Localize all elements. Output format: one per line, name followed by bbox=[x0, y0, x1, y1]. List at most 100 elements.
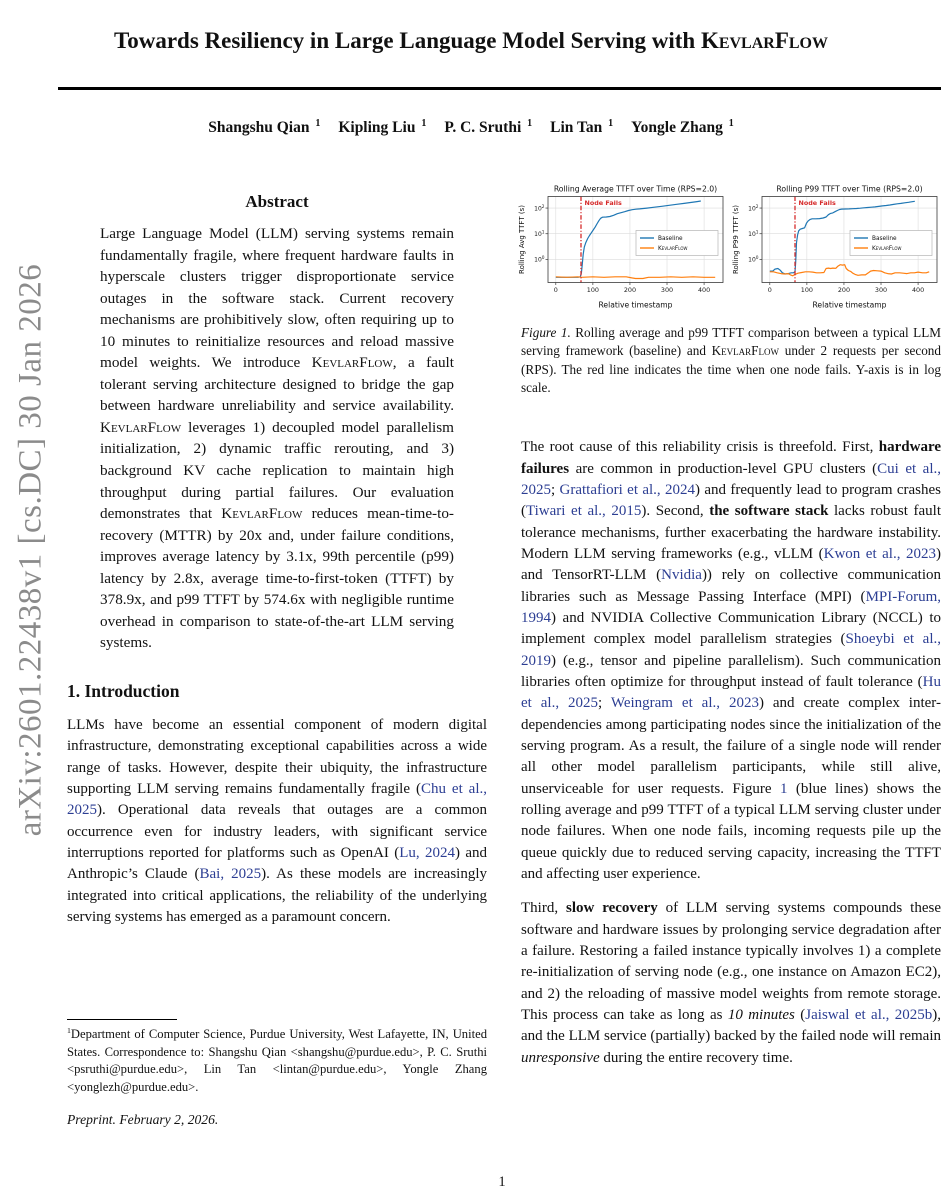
text-run: ). As these models are increasingly inte… bbox=[67, 866, 487, 926]
citation-link[interactable]: Tiwari et al., 2015 bbox=[526, 503, 642, 520]
text-sc: KevlarFlow bbox=[100, 418, 182, 436]
title-rule bbox=[58, 87, 941, 90]
text-b: the software stack bbox=[709, 503, 829, 520]
legend-label: Baseline bbox=[872, 236, 897, 242]
text-run: ). Second, bbox=[641, 503, 710, 520]
text-run: Department of Computer Science, Purdue U… bbox=[67, 1027, 487, 1094]
chart-title: Rolling Average TTFT over Time (RPS=2.0) bbox=[554, 185, 717, 194]
text-run: ( bbox=[794, 1007, 806, 1024]
rolling-avg-ttft-chart: 0 100 200 300 400 100 101 102 Rolling Average TT… bbox=[518, 185, 724, 310]
text-run: ; bbox=[598, 695, 611, 712]
citation-link[interactable]: Nvidia bbox=[661, 567, 702, 584]
y-tick-label: 100 bbox=[748, 255, 759, 264]
y-tick-label: 100 bbox=[534, 255, 545, 264]
text-run: ; bbox=[551, 481, 560, 498]
citation-link[interactable]: Lu, 2024 bbox=[399, 845, 455, 861]
y-tick-label: 102 bbox=[534, 204, 545, 213]
text-run: )) rely on collective communication libr… bbox=[521, 567, 941, 605]
citation-link[interactable]: Weingram et al., 2023 bbox=[610, 695, 759, 712]
text-run: ), and the LLM service (partially) backe… bbox=[521, 1007, 942, 1045]
series-kevlarflow bbox=[555, 276, 716, 280]
text-run: leverages 1) decoupled model parallelism… bbox=[100, 418, 454, 523]
text-b: hardware failures bbox=[521, 439, 941, 477]
text-i: unresponsive bbox=[521, 1049, 600, 1066]
text-run: lacks robust fault tolerance mechanisms,… bbox=[521, 503, 941, 562]
text-i: Figure 1. bbox=[521, 325, 571, 340]
citation-link[interactable]: Kwon et al., 2023 bbox=[823, 545, 936, 562]
citation-link[interactable]: MPI-Forum, 1994 bbox=[521, 588, 941, 626]
x-tick-label: 0 bbox=[768, 286, 772, 294]
text-run: ) and TensorRT-LLM ( bbox=[521, 545, 941, 584]
page-number: 1 bbox=[498, 1174, 506, 1190]
author-affiliation-sup: 1 bbox=[421, 117, 427, 129]
author-name: Yongle Zhang 1 bbox=[631, 117, 734, 136]
axes-frame bbox=[761, 196, 938, 283]
y-tick-label: 102 bbox=[748, 204, 759, 213]
text-run: of LLM serving systems compounds these s… bbox=[521, 900, 941, 1024]
y-tick-label: 101 bbox=[748, 229, 759, 238]
text-run: Large Language Model (LLM) serving syste… bbox=[100, 225, 454, 372]
text-run: ). Operational data reveals that outages… bbox=[67, 802, 487, 861]
x-tick-label: 0 bbox=[554, 286, 558, 294]
citation-link[interactable]: Chu et al., 2025 bbox=[67, 780, 488, 819]
figure-1-caption: Figure 1. Rolling average and p99 TTFT c… bbox=[521, 324, 941, 397]
x-tick-label: 200 bbox=[838, 286, 850, 294]
y-axis-label: Rolling Avg TTFT (s) bbox=[518, 205, 526, 274]
author-affiliation-sup: 1 bbox=[315, 117, 321, 129]
legend-label: KevlarFlow bbox=[872, 246, 901, 252]
abstract-heading: Abstract bbox=[245, 192, 309, 211]
node-fails-annotation: Node Fails bbox=[798, 199, 836, 207]
figure-1: 0 100 200 300 400 100 101 102 Rolling Average TT… bbox=[518, 183, 941, 397]
author-name: Kipling Liu 1 bbox=[338, 117, 427, 136]
citation-link[interactable]: Hu et al., 2025 bbox=[521, 673, 941, 712]
text-run: ) and frequently lead to program crashes… bbox=[521, 481, 941, 520]
text-run: The root cause of this reliability crisi… bbox=[521, 439, 879, 456]
legend-box bbox=[635, 230, 719, 256]
y-axis-label: Rolling P99 TTFT (s) bbox=[732, 205, 740, 274]
chart-title: Rolling P99 TTFT over Time (RPS=2.0) bbox=[776, 185, 922, 194]
x-tick-label: 100 bbox=[587, 286, 599, 294]
x-tick-label: 400 bbox=[912, 286, 924, 294]
author-name: Shangshu Qian 1 bbox=[208, 117, 321, 136]
footnote-text: 1Department of Computer Science, Purdue … bbox=[67, 1026, 487, 1096]
author-affiliation-sup: 1 bbox=[527, 117, 533, 129]
text-run: Rolling average and p99 TTFT comparison … bbox=[521, 325, 941, 359]
text-run: , a fault tolerant serving architecture … bbox=[100, 354, 454, 415]
introduction-paragraph: LLMs have become an essential component … bbox=[67, 715, 487, 928]
x-tick-label: 300 bbox=[661, 286, 673, 294]
citation-link[interactable]: Cui et al., 2025 bbox=[521, 460, 941, 498]
x-tick-label: 200 bbox=[624, 286, 636, 294]
author-name: Lin Tan 1 bbox=[550, 117, 614, 136]
citation-link[interactable]: Bai, 2025 bbox=[199, 866, 262, 883]
text-run: during the entire recovery time. bbox=[599, 1049, 793, 1066]
arxiv-watermark: arXiv:2601.22438v1 [cs.DC] 30 Jan 2026 bbox=[12, 263, 49, 837]
x-axis-label: Relative timestamp bbox=[813, 301, 887, 310]
text-run: LLMs have become an essential component … bbox=[67, 716, 487, 797]
series-baseline bbox=[555, 200, 701, 278]
citation-link[interactable]: Jaiswal et al., 2025b bbox=[805, 1007, 933, 1024]
y-tick-label: 101 bbox=[534, 229, 545, 238]
text-sup: 1 bbox=[67, 1025, 71, 1035]
body-paragraph-1: The root cause of this reliability crisi… bbox=[521, 437, 941, 885]
x-tick-label: 100 bbox=[801, 286, 813, 294]
text-sc: KevlarFlow bbox=[711, 343, 780, 359]
right-column: 0 100 200 300 400 100 101 102 Rolling Average TT… bbox=[518, 183, 942, 1069]
author-affiliation-sup: 1 bbox=[608, 117, 614, 129]
citation-link[interactable]: 1 bbox=[779, 780, 788, 797]
series-baseline bbox=[769, 200, 915, 275]
rolling-p99-ttft-chart: 0 100 200 300 400 100 101 102 Rolling P99 TTFT o… bbox=[732, 185, 938, 310]
text-run: are common in production-level GPU clust… bbox=[569, 460, 878, 477]
citation-link[interactable]: Grattafiori et al., 2024 bbox=[559, 481, 696, 498]
text-run: Towards Resiliency in Large Language Mod… bbox=[113, 28, 701, 53]
text-run: Third, bbox=[521, 900, 566, 917]
citation-link[interactable]: Shoeybi et al., 2019 bbox=[521, 631, 941, 669]
x-tick-label: 400 bbox=[698, 286, 710, 294]
text-run: ) and create complex inter-dependencies … bbox=[521, 695, 941, 797]
text-run: reduces mean-time-to-recovery (MTTR) by … bbox=[100, 505, 454, 652]
series-kevlarflow bbox=[769, 264, 930, 277]
text-sc: KevlarFlow bbox=[700, 28, 829, 53]
text-b: slow recovery bbox=[565, 900, 658, 917]
preprint-note: Preprint. February 2, 2026. bbox=[67, 1112, 219, 1127]
node-fails-annotation: Node Fails bbox=[584, 199, 622, 207]
